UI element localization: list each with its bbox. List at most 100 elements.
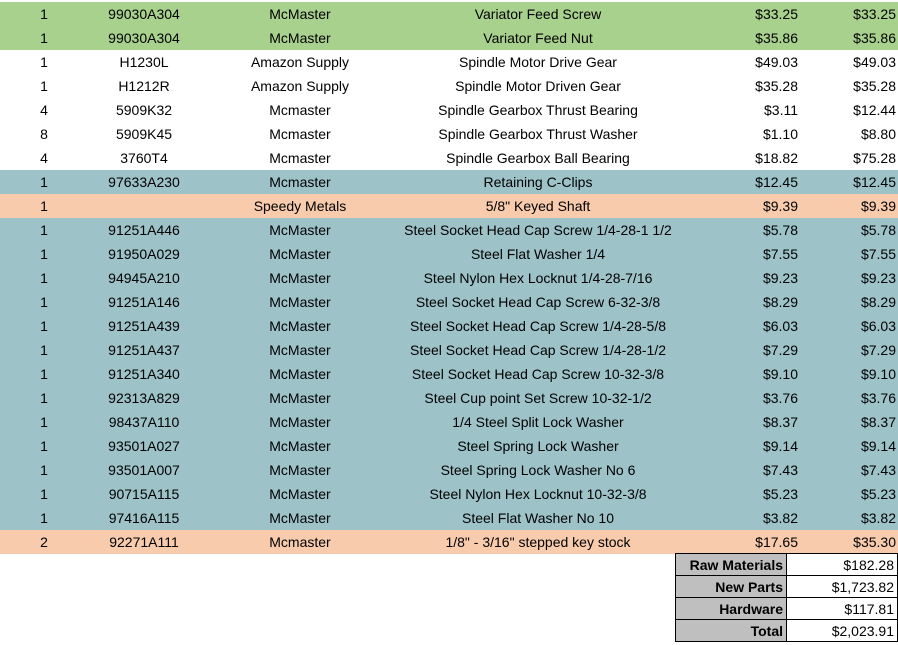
- part-number-cell[interactable]: 99030A304: [108, 30, 180, 46]
- unit-price-cell[interactable]: $7.55: [762, 246, 798, 262]
- summary-label[interactable]: Hardware: [675, 597, 787, 620]
- unit-price-cell[interactable]: $33.25: [755, 6, 798, 22]
- description-cell[interactable]: Variator Feed Screw: [474, 6, 602, 22]
- vendor-cell[interactable]: Mcmaster: [269, 534, 331, 550]
- vendor-cell[interactable]: Speedy Metals: [253, 198, 347, 214]
- description-cell[interactable]: Variator Feed Nut: [483, 30, 593, 46]
- part-number-cell[interactable]: 91251A437: [108, 342, 180, 358]
- quantity-cell[interactable]: 1: [40, 30, 48, 46]
- unit-price-cell[interactable]: $1.10: [762, 126, 798, 142]
- part-number-cell[interactable]: 91251A340: [108, 366, 180, 382]
- line-total-cell[interactable]: $8.29: [860, 294, 896, 310]
- part-number-cell[interactable]: H1230L: [119, 54, 169, 70]
- quantity-cell[interactable]: 1: [40, 318, 48, 334]
- vendor-cell[interactable]: McMaster: [269, 270, 331, 286]
- unit-price-cell[interactable]: $3.11: [764, 102, 798, 118]
- line-total-cell[interactable]: $12.45: [853, 174, 896, 190]
- part-number-cell[interactable]: 97416A115: [108, 510, 180, 526]
- description-cell[interactable]: 1/4 Steel Split Lock Washer: [452, 414, 624, 430]
- unit-price-cell[interactable]: $5.23: [762, 486, 798, 502]
- summary-label[interactable]: New Parts: [675, 575, 787, 598]
- vendor-cell[interactable]: McMaster: [269, 30, 331, 46]
- vendor-cell[interactable]: McMaster: [269, 486, 331, 502]
- line-total-cell[interactable]: $3.82: [860, 510, 896, 526]
- quantity-cell[interactable]: 4: [40, 102, 48, 118]
- vendor-cell[interactable]: McMaster: [269, 318, 331, 334]
- unit-price-cell[interactable]: $3.76: [762, 390, 798, 406]
- part-number-cell[interactable]: 91950A029: [108, 246, 180, 262]
- description-cell[interactable]: Spindle Motor Driven Gear: [455, 78, 621, 94]
- unit-price-cell[interactable]: $49.03: [755, 54, 798, 70]
- quantity-cell[interactable]: 1: [40, 198, 48, 214]
- description-cell[interactable]: Spindle Gearbox Ball Bearing: [446, 150, 630, 166]
- line-total-cell[interactable]: $9.23: [860, 270, 896, 286]
- part-number-cell[interactable]: 92271A111: [109, 534, 179, 550]
- description-cell[interactable]: Steel Socket Head Cap Screw 6-32-3/8: [415, 294, 661, 310]
- summary-value[interactable]: $2,023.91: [786, 619, 898, 642]
- unit-price-cell[interactable]: $8.37: [762, 414, 798, 430]
- part-number-cell[interactable]: 3760T4: [120, 150, 168, 166]
- quantity-cell[interactable]: 8: [40, 126, 48, 142]
- summary-value[interactable]: $117.81: [786, 597, 898, 620]
- line-total-cell[interactable]: $7.29: [860, 342, 896, 358]
- unit-price-cell[interactable]: $9.23: [762, 270, 798, 286]
- unit-price-cell[interactable]: $17.65: [755, 534, 798, 550]
- line-total-cell[interactable]: $3.76: [860, 390, 896, 406]
- quantity-cell[interactable]: 1: [40, 366, 48, 382]
- vendor-cell[interactable]: Amazon Supply: [250, 54, 350, 70]
- part-number-cell[interactable]: 5909K32: [115, 102, 173, 118]
- part-number-cell[interactable]: [88, 194, 200, 218]
- description-cell[interactable]: 1/8" - 3/16" stepped key stock: [445, 534, 631, 550]
- part-number-cell[interactable]: 92313A829: [108, 390, 180, 406]
- vendor-cell[interactable]: McMaster: [269, 462, 331, 478]
- quantity-cell[interactable]: 1: [40, 462, 48, 478]
- vendor-cell[interactable]: McMaster: [269, 222, 331, 238]
- quantity-cell[interactable]: 1: [40, 78, 48, 94]
- part-number-cell[interactable]: 93501A027: [108, 438, 180, 454]
- summary-value[interactable]: $182.28: [786, 553, 898, 576]
- line-total-cell[interactable]: $35.86: [853, 30, 896, 46]
- description-cell[interactable]: Spindle Gearbox Thrust Bearing: [438, 102, 638, 118]
- unit-price-cell[interactable]: $35.28: [755, 78, 798, 94]
- unit-price-cell[interactable]: $9.10: [762, 366, 798, 382]
- line-total-cell[interactable]: $75.28: [853, 150, 896, 166]
- quantity-cell[interactable]: 1: [40, 246, 48, 262]
- description-cell[interactable]: Steel Flat Washer No 10: [462, 510, 614, 526]
- line-total-cell[interactable]: $5.23: [860, 486, 896, 502]
- part-number-cell[interactable]: 94945A210: [108, 270, 180, 286]
- line-total-cell[interactable]: $9.39: [860, 198, 896, 214]
- vendor-cell[interactable]: Amazon Supply: [250, 78, 350, 94]
- description-cell[interactable]: Steel Cup point Set Screw 10-32-1/2: [424, 390, 652, 406]
- quantity-cell[interactable]: 4: [40, 150, 48, 166]
- quantity-cell[interactable]: 1: [40, 6, 48, 22]
- line-total-cell[interactable]: $35.30: [853, 534, 896, 550]
- unit-price-cell[interactable]: $5.78: [762, 222, 798, 238]
- line-total-cell[interactable]: $5.78: [860, 222, 896, 238]
- vendor-cell[interactable]: McMaster: [269, 390, 331, 406]
- description-cell[interactable]: Steel Socket Head Cap Screw 1/4-28-1/2: [409, 342, 667, 358]
- description-cell[interactable]: Steel Nylon Hex Locknut 10-32-3/8: [429, 486, 647, 502]
- vendor-cell[interactable]: McMaster: [269, 294, 331, 310]
- vendor-cell[interactable]: McMaster: [269, 246, 331, 262]
- unit-price-cell[interactable]: $7.43: [762, 462, 798, 478]
- vendor-cell[interactable]: McMaster: [269, 342, 331, 358]
- description-cell[interactable]: Steel Nylon Hex Locknut 1/4-28-7/16: [423, 270, 653, 286]
- description-cell[interactable]: Steel Socket Head Cap Screw 1/4-28-1 1/2: [404, 222, 672, 238]
- part-number-cell[interactable]: 91251A446: [108, 222, 180, 238]
- quantity-cell[interactable]: 1: [40, 486, 48, 502]
- summary-value[interactable]: $1,723.82: [786, 575, 898, 598]
- line-total-cell[interactable]: $35.28: [853, 78, 896, 94]
- line-total-cell[interactable]: $33.25: [853, 6, 896, 22]
- description-cell[interactable]: Steel Socket Head Cap Screw 1/4-28-5/8: [409, 318, 667, 334]
- summary-label[interactable]: Raw Materials: [675, 553, 787, 576]
- vendor-cell[interactable]: Mcmaster: [269, 126, 331, 142]
- quantity-cell[interactable]: 1: [40, 390, 48, 406]
- vendor-cell[interactable]: McMaster: [269, 366, 331, 382]
- line-total-cell[interactable]: $7.55: [860, 246, 896, 262]
- vendor-cell[interactable]: Mcmaster: [269, 174, 331, 190]
- line-total-cell[interactable]: $8.37: [860, 414, 896, 430]
- unit-price-cell[interactable]: $9.14: [762, 438, 798, 454]
- description-cell[interactable]: Steel Spring Lock Washer: [457, 438, 619, 454]
- line-total-cell[interactable]: $9.14: [860, 438, 896, 454]
- part-number-cell[interactable]: 93501A007: [108, 462, 180, 478]
